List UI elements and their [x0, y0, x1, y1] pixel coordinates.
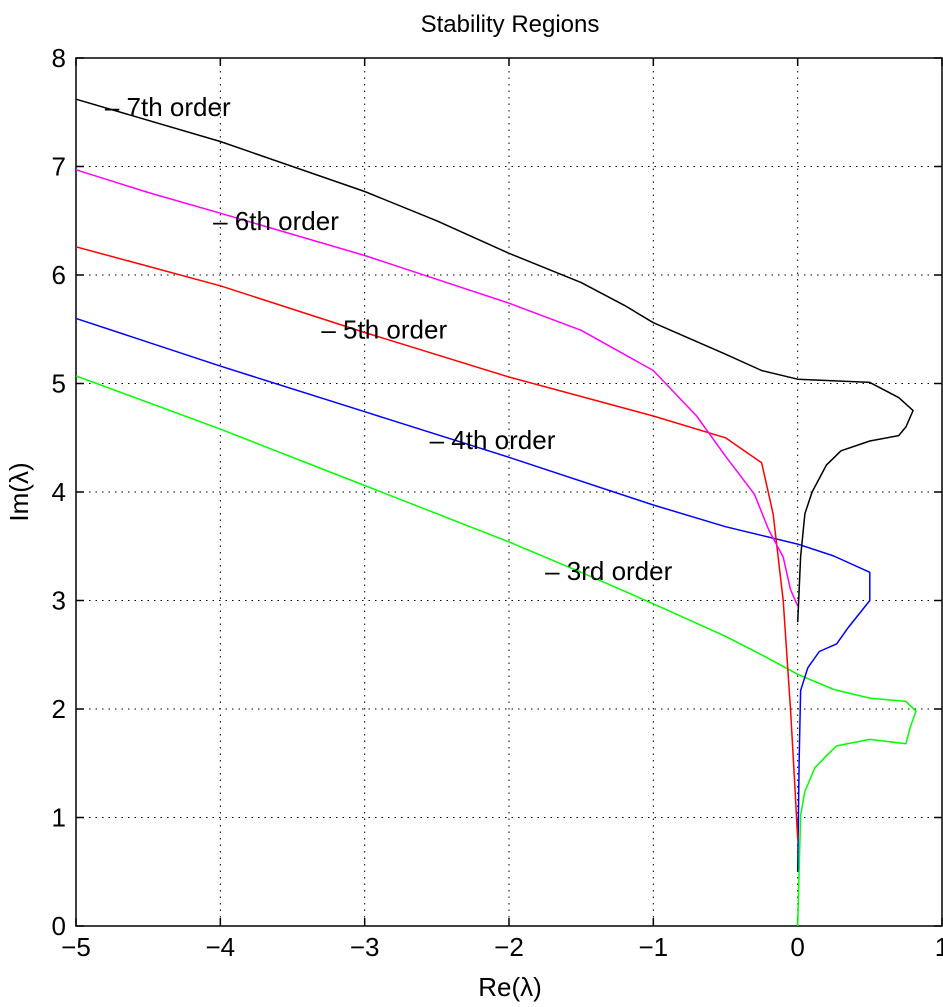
y-tick-label: 5 [52, 369, 66, 399]
series-annotation: – 4th order [430, 425, 556, 455]
series-annotation: – 3rd order [545, 556, 673, 586]
y-axis-label: Im(λ) [4, 462, 34, 521]
grid-lines [76, 58, 942, 926]
y-tick-label: 3 [52, 586, 66, 616]
series-annotation: – 6th order [213, 206, 339, 236]
series-line-5 [75, 98, 914, 623]
y-tick-label: 6 [52, 260, 66, 290]
y-tick-label: 2 [52, 694, 66, 724]
y-tick-label: 1 [52, 803, 66, 833]
series-annotation: – 7th order [105, 92, 231, 122]
x-axis-label: Re(λ) [478, 972, 542, 1002]
x-tick-label: 1 [935, 932, 943, 962]
chart-title: Stability Regions [421, 11, 600, 38]
y-tick-label: 8 [52, 43, 66, 73]
axis-ticks: −5 −4 −3 −2 −1 0 1 0 1 2 3 4 5 6 7 8 [52, 43, 943, 962]
series-line-2 [75, 317, 871, 872]
series-annotation: – 5th order [321, 314, 447, 344]
series-lines [75, 98, 917, 927]
x-tick-label: −1 [639, 932, 669, 962]
y-tick-label: 7 [52, 152, 66, 182]
x-tick-label: −4 [206, 932, 236, 962]
series-line-1 [75, 375, 917, 927]
series-line-4 [75, 169, 799, 607]
y-tick-label: 0 [52, 911, 66, 941]
x-tick-label: −2 [494, 932, 524, 962]
x-tick-label: 0 [790, 932, 804, 962]
y-tick-label: 4 [52, 477, 66, 507]
series-line-3 [75, 246, 799, 840]
x-tick-label: −3 [350, 932, 380, 962]
series-annotations: – 7th order – 6th order – 5th order – 4th o… [105, 92, 673, 586]
x-tick-label: −5 [61, 932, 91, 962]
